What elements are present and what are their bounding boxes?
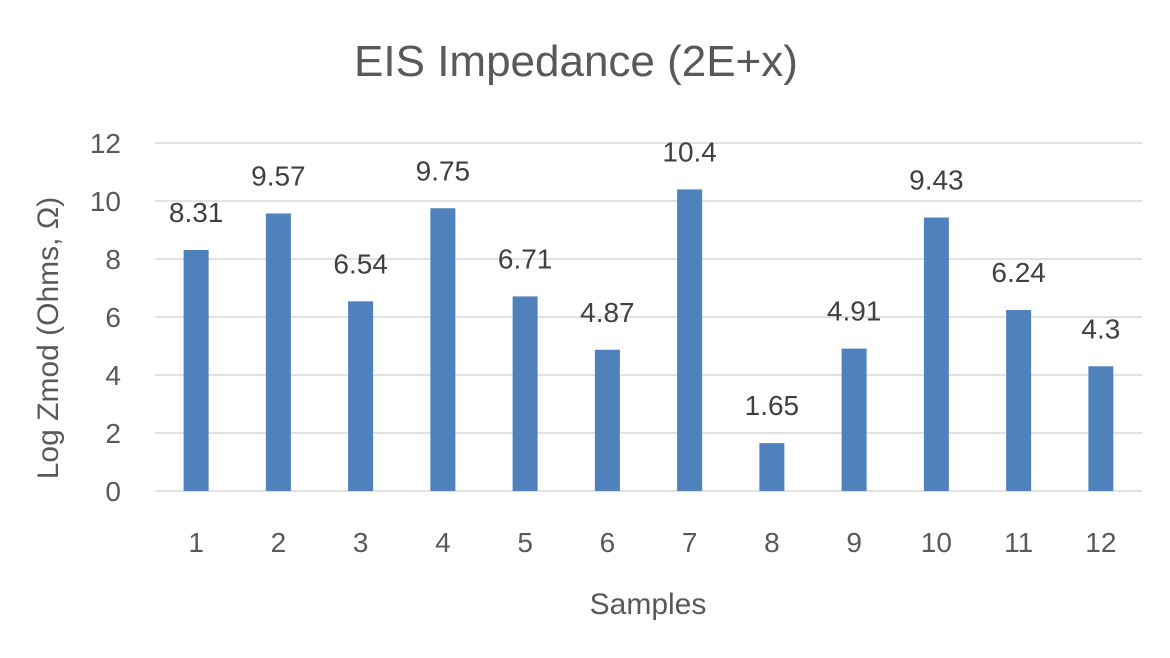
data-label: 9.43	[909, 165, 964, 196]
data-label: 4.91	[827, 296, 882, 327]
data-label: 10.4	[662, 136, 717, 167]
y-tick-label: 2	[105, 418, 121, 449]
bar	[265, 213, 291, 491]
data-label: 6.71	[498, 243, 553, 274]
x-tick-label: 10	[921, 527, 952, 558]
bar	[923, 217, 949, 491]
bars	[183, 189, 1114, 491]
x-tick-label: 11	[1004, 527, 1033, 558]
x-tick-label: 9	[846, 527, 862, 558]
y-tick-label: 0	[105, 476, 121, 507]
x-tick-label: 12	[1085, 527, 1116, 558]
y-tick-label: 4	[105, 360, 121, 391]
data-label: 4.87	[580, 297, 635, 328]
y-axis-ticks: 0 2 4 6 8 10 12	[90, 128, 121, 507]
data-label: 4.3	[1081, 313, 1120, 344]
x-tick-label: 6	[600, 527, 616, 558]
y-axis-label: Log Zmod (Ohms, Ω)	[32, 197, 65, 480]
data-labels: 8.31 9.57 6.54 9.75 6.71 4.87 10.4 1.65 4.91 9.43…	[169, 136, 1120, 421]
x-tick-label: 8	[764, 527, 780, 558]
bar	[677, 189, 703, 491]
x-tick-label: 1	[188, 527, 204, 558]
bar	[348, 301, 374, 491]
bar	[183, 250, 209, 491]
data-label: 6.24	[991, 257, 1046, 288]
data-label: 1.65	[745, 390, 800, 421]
gridlines	[155, 142, 1142, 492]
y-tick-label: 6	[105, 302, 121, 333]
bar	[430, 208, 456, 491]
x-tick-label: 3	[353, 527, 369, 558]
data-label: 9.75	[416, 155, 471, 186]
x-tick-label: 4	[435, 527, 451, 558]
bar	[759, 443, 785, 491]
x-axis-ticks: 1 2 3 4 5 6 7 8 9 10 11 12	[188, 527, 1116, 558]
data-label: 9.57	[251, 160, 306, 191]
chart-title: EIS Impedance (2E+x)	[354, 37, 798, 86]
data-label: 8.31	[169, 197, 224, 228]
y-tick-label: 10	[90, 186, 121, 217]
bar	[1088, 366, 1114, 491]
bar	[841, 348, 867, 491]
x-tick-label: 7	[682, 527, 698, 558]
y-tick-label: 8	[105, 244, 121, 275]
bar	[1006, 310, 1032, 491]
x-axis-label: Samples	[590, 588, 707, 621]
x-tick-label: 5	[517, 527, 533, 558]
y-tick-label: 12	[90, 128, 121, 159]
bar	[594, 349, 620, 491]
x-tick-label: 2	[271, 527, 287, 558]
bar	[512, 296, 538, 491]
data-label: 6.54	[333, 248, 388, 279]
